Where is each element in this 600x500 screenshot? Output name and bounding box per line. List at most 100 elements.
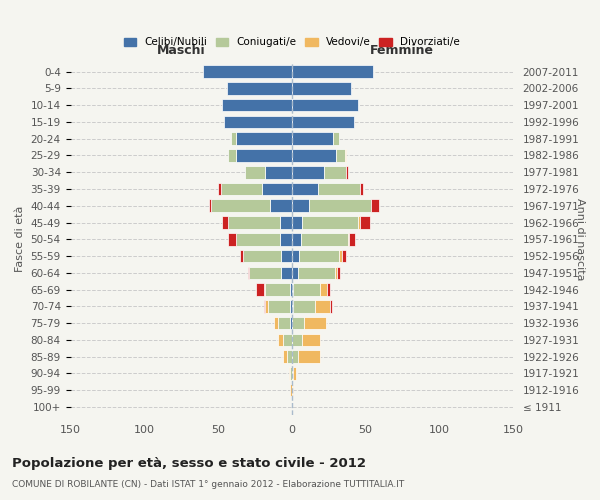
Text: COMUNE DI ROBILANTE (CN) - Dati ISTAT 1° gennaio 2012 - Elaborazione TUTTITALIA.: COMUNE DI ROBILANTE (CN) - Dati ISTAT 1°… bbox=[12, 480, 404, 489]
Bar bbox=[292, 300, 293, 312]
Bar bbox=[327, 284, 330, 296]
Bar bbox=[268, 300, 290, 312]
Bar bbox=[264, 300, 265, 312]
Bar bbox=[290, 367, 292, 380]
Bar bbox=[265, 300, 268, 312]
Bar bbox=[333, 132, 339, 145]
Bar bbox=[298, 350, 320, 363]
Bar bbox=[302, 334, 320, 346]
Bar bbox=[236, 132, 292, 145]
Bar bbox=[224, 116, 292, 128]
Bar bbox=[223, 99, 292, 112]
Bar bbox=[248, 266, 249, 279]
Bar bbox=[292, 233, 301, 245]
Bar bbox=[292, 116, 353, 128]
Bar bbox=[278, 317, 290, 330]
Bar bbox=[280, 233, 292, 245]
Bar bbox=[231, 132, 236, 145]
Bar bbox=[292, 250, 299, 262]
Bar bbox=[298, 266, 335, 279]
Bar bbox=[339, 250, 342, 262]
Bar bbox=[292, 350, 298, 363]
Bar bbox=[330, 300, 332, 312]
Bar bbox=[292, 317, 304, 330]
Bar bbox=[292, 66, 373, 78]
Text: Maschi: Maschi bbox=[157, 44, 205, 57]
Bar bbox=[342, 250, 346, 262]
Bar bbox=[211, 200, 269, 212]
Bar bbox=[227, 82, 292, 94]
Bar bbox=[262, 182, 292, 196]
Bar bbox=[348, 233, 349, 245]
Bar bbox=[281, 266, 292, 279]
Bar bbox=[324, 166, 346, 178]
Bar bbox=[283, 350, 287, 363]
Bar bbox=[290, 300, 292, 312]
Bar bbox=[229, 233, 236, 245]
Bar bbox=[236, 149, 292, 162]
Bar bbox=[290, 317, 292, 330]
Bar bbox=[371, 200, 379, 212]
Bar bbox=[290, 284, 292, 296]
Bar bbox=[289, 367, 290, 380]
Bar bbox=[345, 149, 346, 162]
Bar bbox=[301, 233, 348, 245]
Text: Popolazione per età, sesso e stato civile - 2012: Popolazione per età, sesso e stato civil… bbox=[12, 458, 366, 470]
Bar bbox=[316, 300, 330, 312]
Bar bbox=[221, 182, 262, 196]
Bar bbox=[293, 284, 320, 296]
Bar bbox=[292, 82, 351, 94]
Bar bbox=[274, 317, 278, 330]
Bar bbox=[299, 250, 339, 262]
Bar bbox=[292, 166, 324, 178]
Bar bbox=[292, 99, 358, 112]
Bar bbox=[236, 233, 280, 245]
Bar bbox=[337, 266, 340, 279]
Bar bbox=[292, 182, 318, 196]
Bar bbox=[283, 334, 292, 346]
Bar bbox=[287, 350, 292, 363]
Bar bbox=[218, 182, 221, 196]
Text: Femmine: Femmine bbox=[370, 44, 434, 57]
Bar bbox=[223, 216, 229, 229]
Y-axis label: Fasce di età: Fasce di età bbox=[15, 206, 25, 272]
Bar bbox=[302, 216, 358, 229]
Bar bbox=[292, 334, 302, 346]
Bar bbox=[280, 216, 292, 229]
Bar bbox=[292, 266, 298, 279]
Bar bbox=[292, 216, 302, 229]
Bar bbox=[292, 384, 293, 396]
Bar bbox=[281, 250, 292, 262]
Bar bbox=[265, 166, 292, 178]
Bar bbox=[245, 166, 265, 178]
Bar bbox=[292, 284, 293, 296]
Bar bbox=[318, 182, 359, 196]
Bar bbox=[293, 367, 296, 380]
Bar bbox=[256, 284, 264, 296]
Bar bbox=[293, 300, 316, 312]
Bar bbox=[292, 200, 310, 212]
Bar bbox=[359, 182, 362, 196]
Bar bbox=[292, 367, 293, 380]
Bar bbox=[292, 132, 333, 145]
Bar bbox=[269, 200, 292, 212]
Bar bbox=[203, 66, 292, 78]
Bar bbox=[229, 216, 280, 229]
Bar bbox=[335, 266, 337, 279]
Bar bbox=[359, 216, 370, 229]
Legend: Celibi/Nubili, Coniugati/e, Vedovi/e, Divorziati/e: Celibi/Nubili, Coniugati/e, Vedovi/e, Di… bbox=[120, 34, 464, 52]
Bar bbox=[229, 149, 236, 162]
Bar bbox=[240, 250, 243, 262]
Bar bbox=[249, 266, 281, 279]
Bar bbox=[265, 284, 290, 296]
Bar bbox=[346, 166, 348, 178]
Bar bbox=[209, 200, 211, 212]
Bar bbox=[358, 216, 359, 229]
Bar bbox=[304, 317, 326, 330]
Bar bbox=[310, 200, 371, 212]
Bar bbox=[349, 233, 355, 245]
Y-axis label: Anni di nascita: Anni di nascita bbox=[575, 198, 585, 280]
Bar bbox=[243, 250, 281, 262]
Bar bbox=[278, 334, 283, 346]
Bar bbox=[336, 149, 345, 162]
